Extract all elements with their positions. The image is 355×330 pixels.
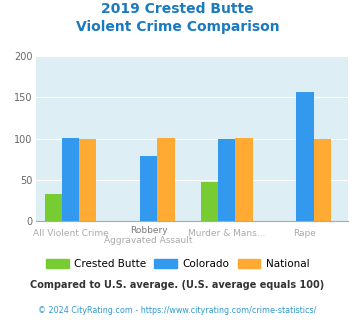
Bar	[235, 138, 253, 221]
Bar	[79, 139, 97, 221]
Text: Violent Crime Comparison: Violent Crime Comparison	[76, 20, 279, 34]
Text: Rape: Rape	[294, 229, 316, 238]
Bar	[201, 182, 218, 221]
Text: Robbery: Robbery	[130, 226, 168, 235]
Bar	[313, 139, 331, 221]
Bar	[218, 139, 235, 221]
Bar	[157, 138, 175, 221]
Text: 2019 Crested Butte: 2019 Crested Butte	[101, 2, 254, 16]
Text: All Violent Crime: All Violent Crime	[33, 229, 109, 238]
Text: Compared to U.S. average. (U.S. average equals 100): Compared to U.S. average. (U.S. average …	[31, 280, 324, 290]
Text: Murder & Mans...: Murder & Mans...	[188, 229, 266, 238]
Bar	[62, 138, 79, 221]
Legend: Crested Butte, Colorado, National: Crested Butte, Colorado, National	[42, 254, 313, 273]
Bar	[140, 156, 157, 221]
Text: Aggravated Assault: Aggravated Assault	[104, 236, 193, 245]
Text: © 2024 CityRating.com - https://www.cityrating.com/crime-statistics/: © 2024 CityRating.com - https://www.city…	[38, 306, 317, 315]
Bar	[45, 194, 62, 221]
Bar	[296, 91, 313, 221]
